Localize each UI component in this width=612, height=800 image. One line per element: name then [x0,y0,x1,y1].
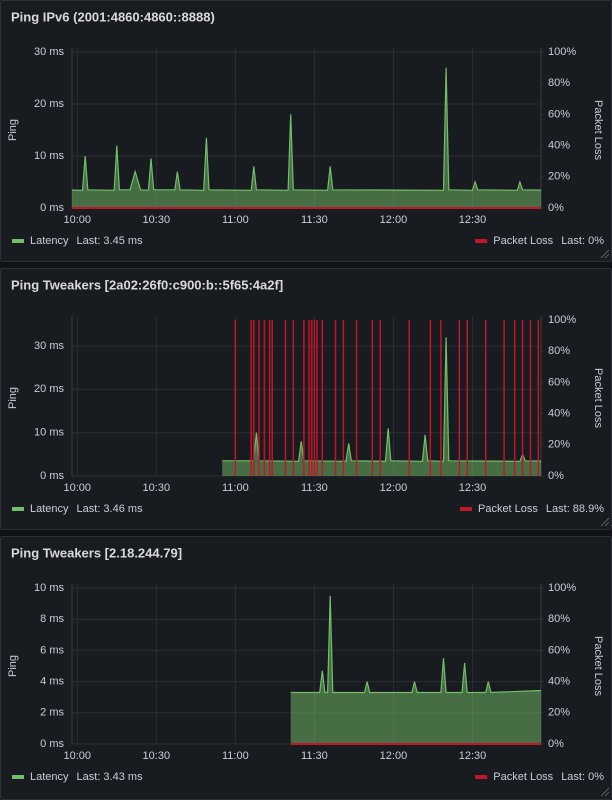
x-tick-label: 10:00 [64,214,92,226]
y-tick-label: 0 ms [40,738,64,750]
y2-tick-label: 80% [548,345,570,357]
y-tick-label: 4 ms [40,676,64,688]
y2-tick-label: 20% [548,707,570,719]
panel: Ping Tweakers [2.18.244.79] 10:00 10:30 11:… [0,536,612,800]
y2-tick-label: 100% [548,582,576,594]
legend-label: Packet Loss [493,235,553,247]
x-tick-label: 12:00 [380,750,408,762]
x-tick-label: 12:30 [459,214,487,226]
y2-tick-label: 0% [548,470,564,482]
panel: Ping IPv6 (2001:4860:4860::8888)10:00 10:… [0,0,612,262]
legend-label: Packet Loss [493,771,553,783]
latency-line [290,595,542,694]
y-tick-label: 20 ms [34,383,64,395]
panel-title: Ping IPv6 (2001:4860:4860::8888) [11,9,215,24]
y2-axis-title: Packet Loss [592,100,604,160]
legend-label: Latency [30,503,69,515]
y-tick-label: 10 ms [34,150,64,162]
y-tick-label: 30 ms [34,340,64,352]
x-tick-label: 10:30 [143,482,171,494]
y-tick-label: 2 ms [40,707,64,719]
y2-tick-label: 20% [548,439,570,451]
x-tick-label: 12:30 [459,482,487,494]
panel-title: Ping Tweakers [2.18.244.79] [11,545,182,560]
latency-line [71,67,542,191]
x-tick-label: 11:30 [301,482,328,494]
y2-tick-label: 60% [548,644,570,656]
y2-tick-label: 40% [548,408,570,420]
x-tick-label: 11:30 [301,214,328,226]
panel: Ping Tweakers [2a02:26f0:c900:b::5f65:4a… [0,268,612,530]
x-tick-label: 12:00 [380,214,408,226]
legend-label: Latency [30,235,69,247]
x-tick-label: 10:30 [143,750,171,762]
x-tick-label: 12:30 [459,750,487,762]
legend-stat: Last: 3.46 ms [77,503,144,515]
y-tick-label: 10 ms [34,582,64,594]
legend-stat: Last: 88.9% [546,503,604,515]
x-tick-label: 10:30 [143,214,171,226]
y2-tick-label: 100% [548,46,576,58]
y2-tick-label: 60% [548,376,570,388]
resize-handle [600,249,610,259]
y2-tick-label: 0% [548,202,564,214]
y2-axis-title: Packet Loss [592,368,604,428]
x-tick-label: 12:00 [380,482,408,494]
area-fill [290,595,541,744]
x-tick-label: 10:00 [64,482,92,494]
y2-tick-label: 40% [548,676,570,688]
y-axis-title: Ping [7,119,19,141]
x-tick-label: 10:00 [64,750,92,762]
y-tick-label: 0 ms [40,470,64,482]
y-tick-label: 0 ms [40,202,64,214]
y-tick-label: 20 ms [34,98,64,110]
legend-stat: Last: 0% [561,771,604,783]
panel-title: Ping Tweakers [2a02:26f0:c900:b::5f65:4a… [11,277,283,292]
y2-tick-label: 80% [548,613,570,625]
legend-stat: Last: 3.43 ms [77,771,144,783]
x-tick-label: 11:30 [301,750,328,762]
x-tick-label: 11:00 [222,214,249,226]
x-tick-label: 11:00 [222,482,249,494]
y2-tick-label: 40% [548,140,570,152]
y2-tick-label: 100% [548,314,576,326]
legend-label: Packet Loss [478,503,538,515]
y-tick-label: 10 ms [34,427,64,439]
y2-tick-label: 60% [548,108,570,120]
resize-handle [600,787,610,797]
legend-stat: Last: 3.45 ms [77,235,144,247]
y-axis-title: Ping [7,655,19,677]
y-tick-label: 8 ms [40,613,64,625]
y2-tick-label: 20% [548,171,570,183]
y-tick-label: 30 ms [34,46,64,58]
y-tick-label: 6 ms [40,644,64,656]
y2-tick-label: 80% [548,77,570,89]
y2-axis-title: Packet Loss [592,636,604,696]
resize-handle [600,517,610,527]
legend-stat: Last: 0% [561,235,604,247]
y-axis-title: Ping [7,387,19,409]
x-tick-label: 11:00 [222,750,249,762]
y2-tick-label: 0% [548,738,564,750]
legend-label: Latency [30,771,69,783]
